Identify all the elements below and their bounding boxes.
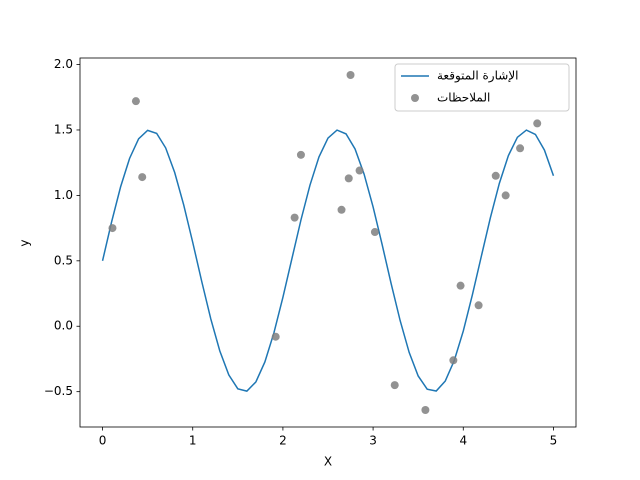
x-tick-label: 5: [550, 434, 558, 448]
legend-label: الملاحظات: [437, 91, 490, 105]
observation-point: [108, 224, 117, 233]
y-tick-label: 0.5: [54, 253, 73, 267]
y-tick-label: 1.0: [54, 188, 73, 202]
observation-point: [501, 191, 510, 200]
observation-point: [491, 171, 500, 180]
observation-point: [370, 228, 379, 237]
observation-point: [290, 213, 299, 222]
observation-point: [390, 381, 399, 390]
x-tick-label: 0: [99, 434, 107, 448]
x-tick-label: 2: [279, 434, 287, 448]
y-tick-label: 2.0: [54, 57, 73, 71]
observation-point: [131, 97, 140, 106]
observation-point: [344, 174, 353, 183]
y-tick-label: 0.0: [54, 319, 73, 333]
legend-box: [394, 63, 570, 112]
observation-point: [346, 71, 355, 80]
observation-point: [271, 332, 280, 341]
observation-point: [474, 301, 483, 310]
x-tick-label: 1: [189, 434, 197, 448]
x-tick-label: 3: [369, 434, 377, 448]
observation-point: [138, 173, 147, 182]
observation-point: [355, 166, 364, 175]
observation-point: [421, 405, 430, 414]
x-tick-label: 4: [459, 434, 467, 448]
signal-line: [101, 129, 555, 392]
plot-frame: [79, 57, 577, 428]
y-axis-label: y: [18, 239, 32, 246]
observation-point: [456, 281, 465, 290]
y-tick-label: 1.5: [54, 122, 73, 136]
observation-point: [296, 150, 305, 159]
x-axis-label: X: [324, 455, 332, 469]
observation-point: [337, 205, 346, 214]
y-tick-label: −0.5: [44, 384, 73, 398]
legend-marker: [411, 94, 419, 102]
observation-point: [533, 119, 542, 128]
legend-label: الإشارة المتوقعة: [437, 69, 519, 84]
observation-point: [449, 356, 458, 365]
observation-point: [516, 144, 525, 153]
